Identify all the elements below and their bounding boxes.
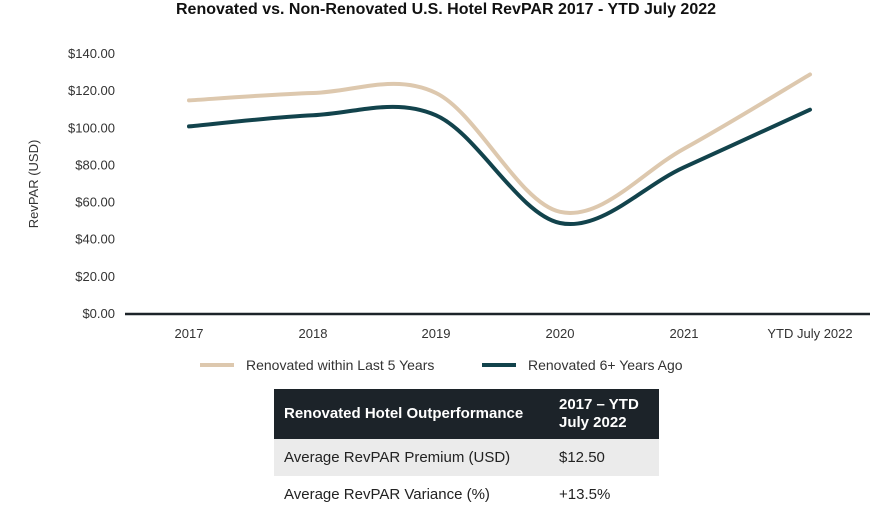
legend: Renovated within Last 5 Years Renovated 6…: [200, 357, 683, 373]
x-tick-label: YTD July 2022: [767, 326, 852, 341]
table-cell-value: +13.5%: [559, 486, 611, 503]
legend-label: Renovated 6+ Years Ago: [528, 357, 683, 373]
x-tick-label: 2017: [175, 326, 204, 341]
table-cell-label: Average RevPAR Variance (%): [284, 486, 490, 503]
x-tick-label: 2019: [422, 326, 451, 341]
y-tick-label: $80.00: [75, 157, 115, 172]
y-tick-label: $120.00: [68, 83, 115, 98]
table-cell-label: Average RevPAR Premium (USD): [274, 439, 547, 476]
series-line-1: [187, 72, 812, 215]
x-axis-ticks: 2017 2018 2019 2020 2021 YTD July 2022: [175, 326, 853, 341]
x-tick-label: 2020: [546, 326, 575, 341]
outperformance-table: Renovated Hotel Outperformance 2017 – YT…: [274, 389, 659, 513]
table-header-row: Renovated Hotel Outperformance 2017 – YT…: [274, 389, 659, 439]
legend-label: Renovated within Last 5 Years: [246, 357, 434, 373]
x-tick-label: 2018: [299, 326, 328, 341]
x-tick-label: 2021: [670, 326, 699, 341]
table-header-period: 2017 – YTD July 2022: [547, 389, 659, 439]
y-tick-label: $0.00: [82, 306, 115, 321]
chart-title: Renovated vs. Non-Renovated U.S. Hotel R…: [175, 1, 717, 18]
line-chart: $0.00 $20.00 $40.00 $60.00 $80.00 $100.00 $120…: [26, 46, 870, 373]
y-tick-label: $100.00: [68, 120, 115, 135]
series-lines: [187, 72, 812, 227]
y-axis-title: RevPAR (USD): [26, 140, 41, 229]
series-line-2: [187, 104, 812, 227]
table-row: Average RevPAR Premium (USD) $12.50: [274, 439, 659, 476]
y-axis-ticks: $0.00 $20.00 $40.00 $60.00 $80.00 $100.00 $120…: [68, 46, 115, 321]
y-tick-label: $20.00: [75, 269, 115, 284]
table-row: Average RevPAR Variance (%) +13.5%: [274, 476, 659, 513]
table-header-metric: Renovated Hotel Outperformance: [274, 389, 547, 439]
y-tick-label: $140.00: [68, 46, 115, 61]
y-tick-label: $60.00: [75, 195, 115, 210]
y-tick-label: $40.00: [75, 232, 115, 247]
table-cell-value: $12.50: [547, 439, 659, 476]
